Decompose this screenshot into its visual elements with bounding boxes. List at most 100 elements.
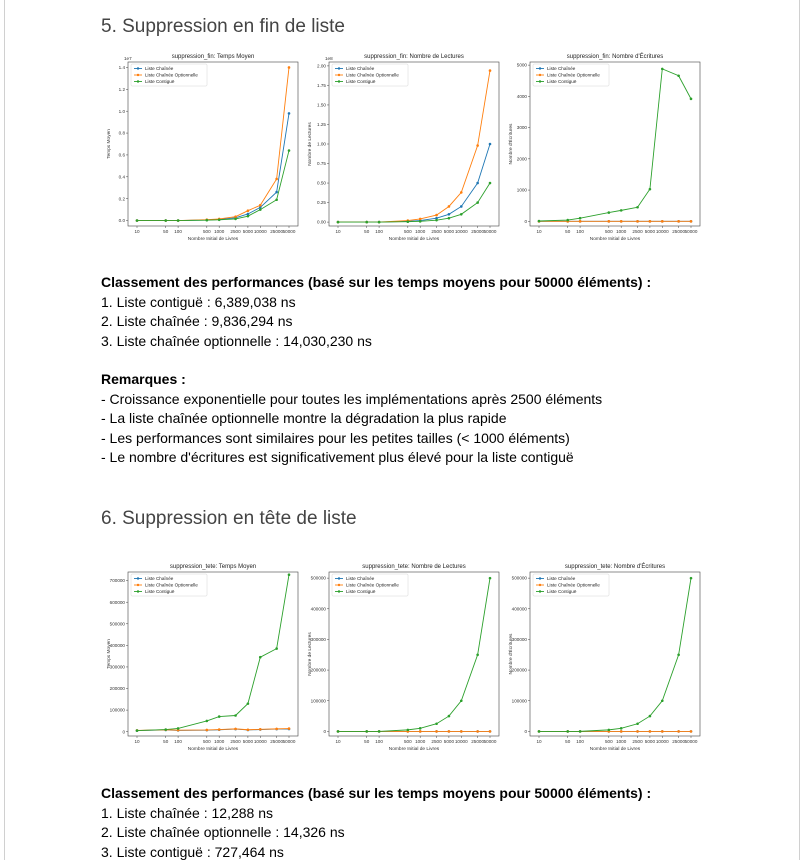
y-tick-label: 500000 bbox=[110, 621, 126, 626]
x-tick-label: 500 bbox=[203, 739, 211, 744]
data-point bbox=[258, 206, 262, 209]
data-point bbox=[418, 727, 422, 730]
data-point bbox=[275, 177, 278, 181]
chart-tete-temps: suppression_tete: Temps Moyen 10 50 100 500 1… bbox=[104, 560, 304, 755]
data-point bbox=[677, 74, 680, 78]
data-point bbox=[258, 208, 262, 211]
series-line bbox=[136, 728, 290, 731]
x-tick-label: 500 bbox=[404, 739, 412, 744]
legend-marker bbox=[538, 577, 542, 580]
legend-label: Liste Chaînée bbox=[547, 576, 576, 581]
x-tick-label: 500 bbox=[605, 739, 613, 744]
legend-label: Liste Chaînée bbox=[547, 66, 576, 71]
y-axis-label: Nombre d'Écritures bbox=[507, 633, 514, 675]
data-point bbox=[488, 181, 492, 185]
legend: Liste Chaînée Liste Chaînée OptionnelleLi… bbox=[331, 573, 409, 597]
x-tick-label: 1000 bbox=[415, 739, 426, 744]
data-point bbox=[246, 728, 250, 732]
plot-frame bbox=[328, 61, 500, 227]
x-tick-label: 10 bbox=[335, 739, 341, 744]
data-point bbox=[459, 212, 463, 216]
data-point bbox=[537, 219, 541, 223]
data-point bbox=[435, 216, 438, 220]
y-tick-label: 1.75 bbox=[317, 83, 326, 88]
legend-label: Liste Contiguë bbox=[346, 79, 376, 84]
y-axis-label: Nombre de Lectures bbox=[307, 632, 313, 676]
data-point bbox=[488, 576, 492, 580]
series-line bbox=[137, 113, 290, 221]
data-point bbox=[275, 190, 278, 194]
x-tick-label: 10000 bbox=[254, 739, 267, 744]
y-tick-label: 100000 bbox=[512, 698, 528, 703]
legend-marker bbox=[136, 67, 140, 70]
legend-label: Liste Chaînée Optionnelle bbox=[145, 583, 198, 588]
x-axis-label: Nombre Initial de Livres bbox=[188, 746, 239, 752]
data-point bbox=[619, 209, 623, 212]
legend: Liste Chaînée Liste Chaînée OptionnelleLi… bbox=[130, 573, 208, 597]
data-point bbox=[677, 220, 680, 223]
data-point bbox=[459, 730, 463, 733]
x-tick-label: 25000 bbox=[471, 229, 484, 234]
y-axis-label: Temps Moyen bbox=[106, 639, 112, 669]
data-point bbox=[205, 719, 209, 723]
x-tick-label: 25000 bbox=[672, 229, 685, 234]
x-axis-label: Nombre Initial de Livres bbox=[389, 236, 440, 242]
y-tick-label: 0.0 bbox=[119, 218, 126, 223]
series-line bbox=[338, 182, 491, 223]
x-tick-label: 25000 bbox=[471, 739, 484, 744]
data-point bbox=[459, 699, 463, 703]
legend: Liste Chaînée Liste Chaînée OptionnelleLi… bbox=[532, 573, 610, 597]
data-point bbox=[275, 727, 278, 731]
legend-marker bbox=[136, 583, 140, 587]
data-point bbox=[607, 220, 611, 223]
legend-label: Liste Chaînée Optionnelle bbox=[547, 583, 600, 588]
data-point bbox=[418, 217, 422, 221]
x-tick-label: 25000 bbox=[270, 229, 283, 234]
legend-label: Liste Contiguë bbox=[145, 589, 175, 594]
y-tick-label: 500000 bbox=[311, 576, 327, 581]
data-point bbox=[537, 730, 541, 733]
data-point bbox=[689, 730, 693, 733]
page-frame bbox=[4, 0, 800, 860]
legend-label: Liste Contiguë bbox=[547, 589, 577, 594]
series-line bbox=[538, 578, 692, 732]
y-tick-label: 0.75 bbox=[317, 161, 326, 166]
chart-title: suppression_fin: Nombre de Lectures bbox=[364, 54, 464, 60]
x-tick-label: 100 bbox=[576, 229, 584, 234]
data-point bbox=[406, 220, 410, 224]
legend-marker bbox=[136, 73, 140, 77]
legend-marker bbox=[136, 590, 140, 593]
x-tick-label: 25000 bbox=[270, 739, 283, 744]
data-point bbox=[488, 142, 492, 146]
x-tick-label: 50000 bbox=[685, 229, 698, 234]
section-title-fin: 5. Suppression en fin de liste bbox=[101, 16, 345, 37]
data-point bbox=[660, 220, 664, 223]
plot-frame bbox=[529, 61, 701, 227]
data-point bbox=[689, 97, 693, 101]
legend-label: Liste Chaînée Optionnelle bbox=[346, 583, 399, 588]
data-point bbox=[435, 730, 438, 733]
series-line bbox=[137, 67, 290, 221]
x-tick-label: 50 bbox=[163, 229, 169, 234]
x-tick-label: 1000 bbox=[616, 739, 627, 744]
data-point bbox=[476, 730, 479, 733]
data-point bbox=[648, 714, 652, 718]
data-point bbox=[365, 730, 369, 733]
x-tick-label: 500 bbox=[203, 229, 211, 234]
y-multiplier-label: 1e8 bbox=[325, 56, 333, 61]
x-tick-label: 2500 bbox=[230, 229, 241, 234]
data-point bbox=[258, 728, 262, 731]
y-tick-label: 200000 bbox=[512, 668, 528, 673]
legend-marker bbox=[136, 577, 140, 580]
data-point bbox=[205, 728, 209, 732]
legend-label: Liste Chaînée Optionnelle bbox=[145, 73, 198, 78]
x-tick-label: 50 bbox=[565, 229, 571, 234]
x-tick-label: 100 bbox=[375, 739, 383, 744]
legend-marker bbox=[337, 590, 341, 593]
chart-fin-temps: suppression_fin: Temps Moyen 10 50 100 500 10… bbox=[104, 50, 304, 245]
chart-fin-lectures: suppression_fin: Nombre de Lectures 10 50 1… bbox=[305, 50, 505, 245]
data-point bbox=[287, 66, 291, 69]
data-point bbox=[619, 730, 623, 733]
data-point bbox=[607, 211, 611, 214]
legend-box bbox=[331, 573, 409, 597]
